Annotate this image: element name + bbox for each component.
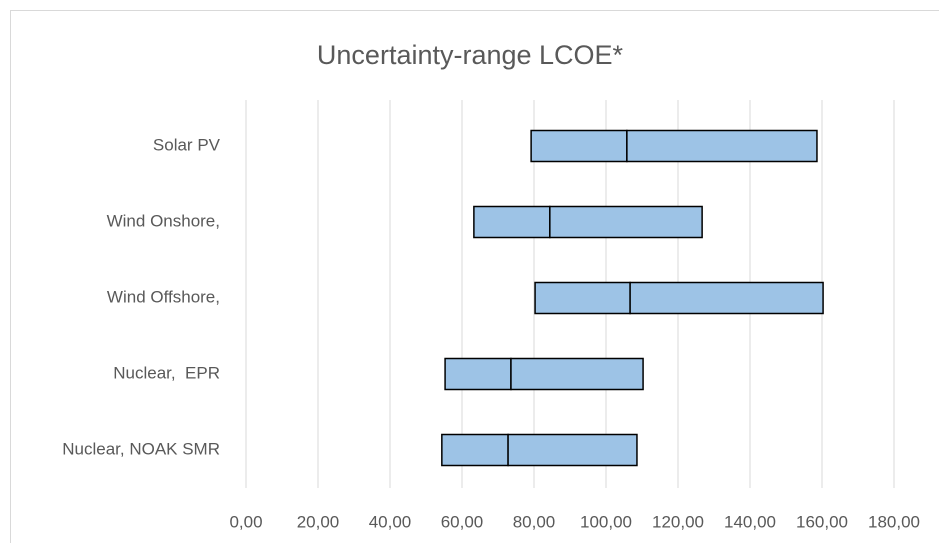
y-tick-label: Nuclear, EPR — [113, 363, 220, 382]
range-high-segment — [626, 129, 818, 163]
x-tick-label: 0,00 — [229, 512, 262, 531]
y-tick-label: Nuclear, NOAK SMR — [62, 439, 220, 458]
range-low-segment — [444, 357, 512, 391]
x-tick-label: 60,00 — [441, 512, 484, 531]
y-tick-label: Wind Offshore, — [107, 287, 220, 306]
x-tick-label: 120,00 — [652, 512, 704, 531]
range-high-segment — [510, 357, 644, 391]
x-tick-label: 180,00 — [868, 512, 920, 531]
x-tick-label: 80,00 — [513, 512, 556, 531]
chart-title: Uncertainty-range LCOE* — [317, 40, 624, 70]
range-low-segment — [473, 205, 551, 239]
x-tick-label: 160,00 — [796, 512, 848, 531]
x-tick-label: 40,00 — [369, 512, 412, 531]
range-high-segment — [507, 433, 638, 467]
range-low-segment — [534, 281, 631, 315]
x-tick-label: 140,00 — [724, 512, 776, 531]
range-high-segment — [549, 205, 703, 239]
x-tick-label: 100,00 — [580, 512, 632, 531]
x-tick-label: 20,00 — [297, 512, 340, 531]
range-low-segment — [441, 433, 509, 467]
y-tick-label: Solar PV — [153, 135, 221, 154]
y-tick-label: Wind Onshore, — [107, 211, 220, 230]
range-high-segment — [629, 281, 824, 315]
range-low-segment — [530, 129, 628, 163]
